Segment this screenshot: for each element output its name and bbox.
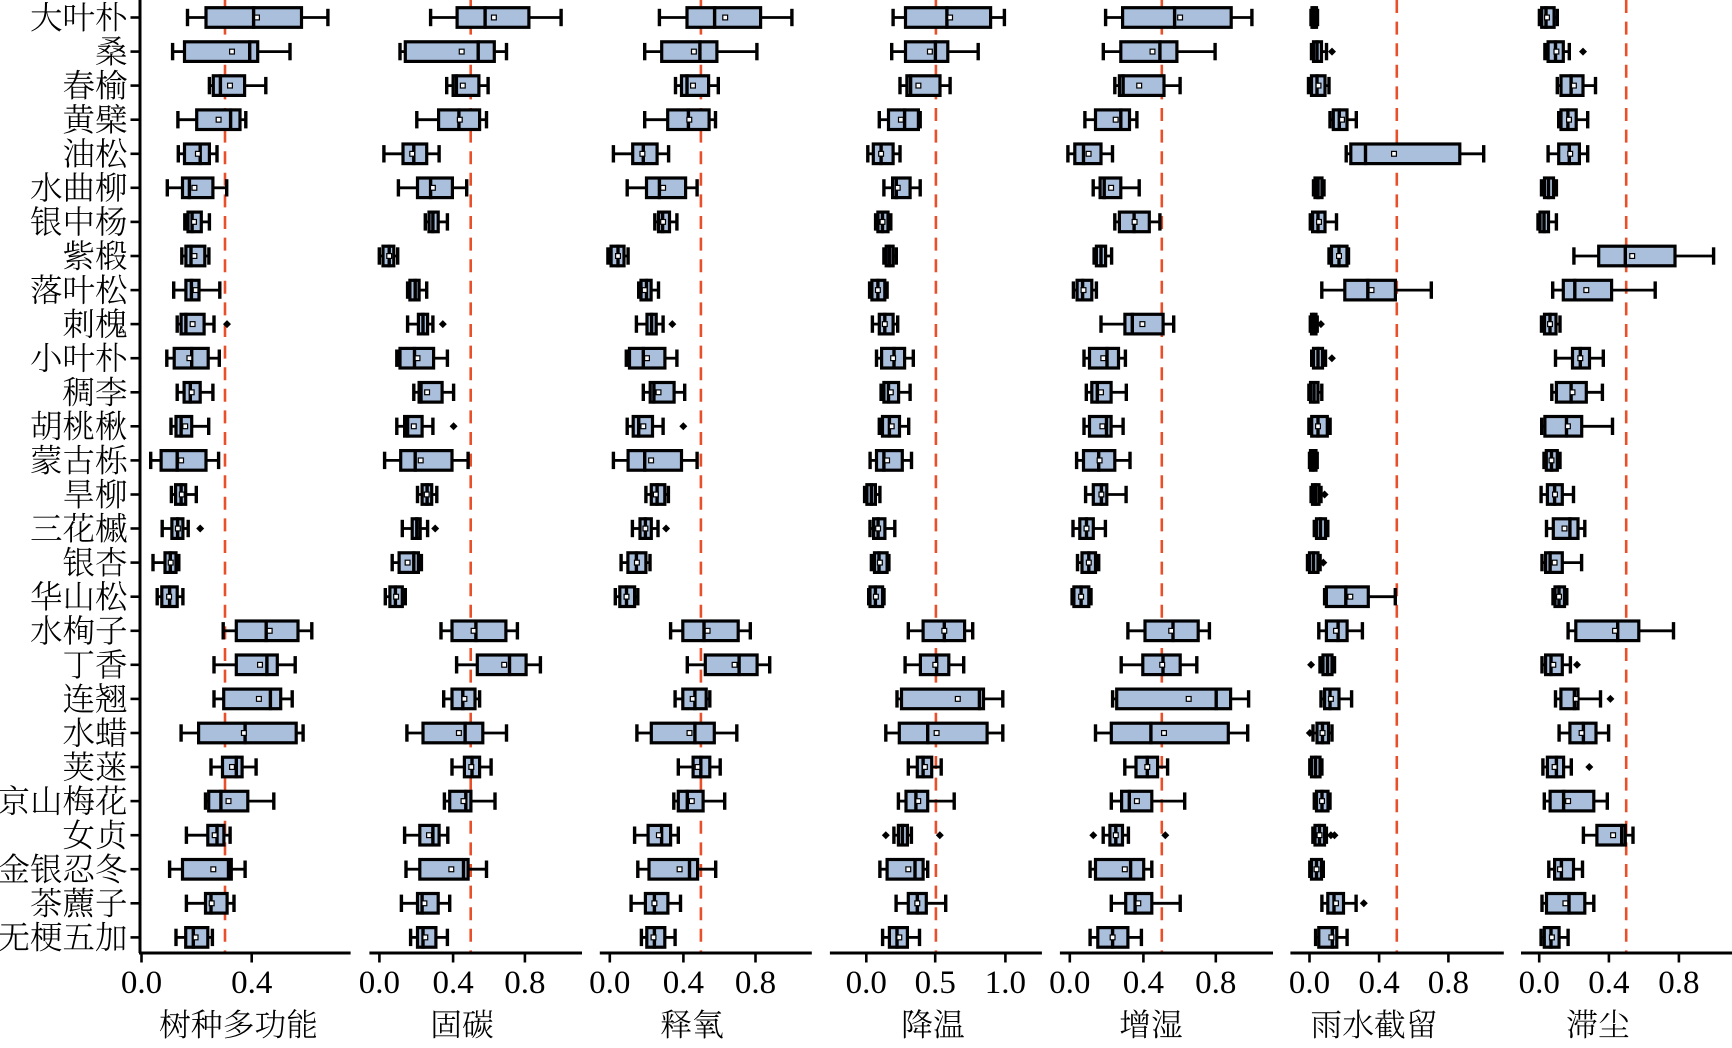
svg-text:1.0: 1.0 [985, 965, 1026, 1001]
svg-text:0.8: 0.8 [735, 965, 776, 1001]
svg-text:0.8: 0.8 [1428, 965, 1469, 1001]
svg-text:0.4: 0.4 [1358, 965, 1399, 1001]
svg-text:0.4: 0.4 [231, 965, 272, 1001]
svg-text:0.5: 0.5 [915, 965, 956, 1001]
svg-text:0.0: 0.0 [1049, 965, 1090, 1001]
svg-text:0.8: 0.8 [1195, 965, 1236, 1001]
svg-text:0.8: 0.8 [1658, 965, 1699, 1001]
svg-text:0.4: 0.4 [663, 965, 704, 1001]
svg-text:0.0: 0.0 [1519, 965, 1560, 1001]
svg-text:0.4: 0.4 [432, 965, 473, 1001]
svg-text:0.8: 0.8 [504, 965, 545, 1001]
svg-text:0.0: 0.0 [589, 965, 630, 1001]
svg-text:0.0: 0.0 [846, 965, 887, 1001]
svg-text:0.0: 0.0 [1289, 965, 1330, 1001]
svg-text:0.0: 0.0 [121, 965, 162, 1001]
svg-text:0.4: 0.4 [1123, 965, 1164, 1001]
svg-text:0.4: 0.4 [1588, 965, 1629, 1001]
svg-text:0.0: 0.0 [359, 965, 400, 1001]
